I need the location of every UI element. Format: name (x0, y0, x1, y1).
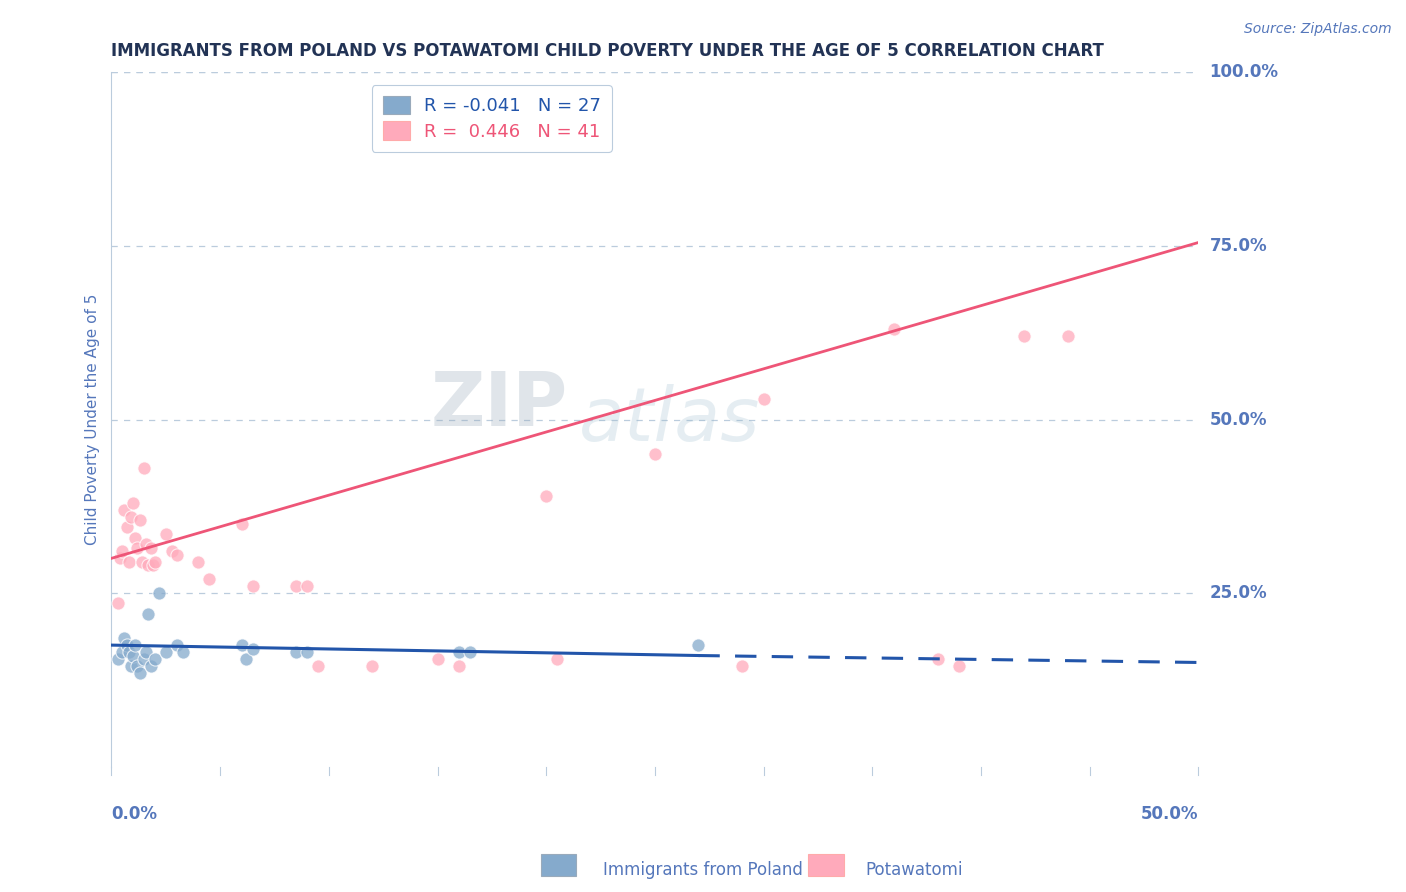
Point (122, 496, 145, 510)
Point (688, 638, 710, 652)
Point (142, 558, 165, 573)
Point (546, 652, 568, 666)
Text: Source: ZipAtlas.com: Source: ZipAtlas.com (1244, 22, 1392, 37)
Text: IMMIGRANTS FROM POLAND VS POTAWATOMI CHILD POVERTY UNDER THE AGE OF 5 CORRELATIO: IMMIGRANTS FROM POLAND VS POTAWATOMI CHI… (111, 42, 1104, 60)
Point (111, 544, 134, 558)
Point (155, 527, 177, 541)
Point (143, 652, 166, 666)
Point (115, 520, 138, 534)
Point (139, 659, 162, 673)
Point (128, 513, 150, 527)
Point (644, 447, 666, 461)
Point (285, 579, 308, 593)
Point (731, 659, 754, 673)
Point (124, 638, 146, 652)
Point (118, 555, 141, 569)
Point (458, 645, 481, 659)
Legend: R = -0.041   N = 27, R =  0.446   N = 41: R = -0.041 N = 27, R = 0.446 N = 41 (371, 85, 612, 152)
Point (295, 579, 318, 593)
Point (285, 645, 308, 659)
Point (107, 597, 129, 611)
Y-axis label: Child Poverty Under the Age of 5: Child Poverty Under the Age of 5 (86, 293, 100, 545)
Point (295, 645, 318, 659)
Point (155, 645, 177, 659)
Point (166, 638, 188, 652)
Text: 50.0%: 50.0% (1140, 805, 1198, 823)
Point (172, 645, 194, 659)
Point (124, 531, 146, 545)
Point (115, 638, 138, 652)
Point (114, 631, 136, 645)
Point (883, 322, 905, 336)
Point (166, 548, 188, 562)
Point (122, 648, 145, 663)
Point (235, 652, 257, 666)
Point (198, 572, 221, 586)
Point (162, 544, 184, 558)
Text: 100.0%: 100.0% (1209, 63, 1278, 81)
Point (107, 652, 129, 666)
Point (231, 516, 253, 531)
Text: 25.0%: 25.0% (1209, 584, 1267, 602)
Point (127, 659, 149, 673)
Point (139, 541, 162, 555)
Point (138, 558, 160, 573)
Point (120, 659, 142, 673)
Point (752, 392, 775, 406)
Point (108, 551, 131, 566)
Point (131, 555, 153, 569)
Point (132, 461, 155, 475)
Point (1057, 329, 1080, 343)
Point (449, 645, 471, 659)
Point (148, 586, 170, 600)
Point (138, 607, 160, 621)
Point (120, 509, 142, 524)
Point (187, 555, 209, 569)
Text: ZIP: ZIP (430, 369, 568, 442)
Point (927, 652, 949, 666)
Point (111, 645, 134, 659)
Point (534, 489, 557, 503)
Text: Potawatomi: Potawatomi (865, 861, 963, 879)
Point (118, 645, 141, 659)
Text: 0.0%: 0.0% (111, 805, 157, 823)
Point (242, 641, 264, 656)
Point (361, 659, 384, 673)
Point (426, 652, 449, 666)
Text: Immigrants from Poland: Immigrants from Poland (603, 861, 803, 879)
Point (231, 638, 253, 652)
Point (1014, 329, 1036, 343)
Point (307, 659, 329, 673)
Point (114, 502, 136, 516)
Text: atlas: atlas (579, 384, 761, 456)
Point (132, 652, 155, 666)
Point (449, 659, 471, 673)
Text: 75.0%: 75.0% (1209, 237, 1267, 255)
Point (948, 659, 970, 673)
Point (135, 645, 157, 659)
Point (242, 579, 264, 593)
Point (135, 537, 157, 551)
Point (127, 541, 149, 555)
Text: 50.0%: 50.0% (1209, 410, 1267, 428)
Point (143, 555, 166, 569)
Point (128, 665, 150, 680)
